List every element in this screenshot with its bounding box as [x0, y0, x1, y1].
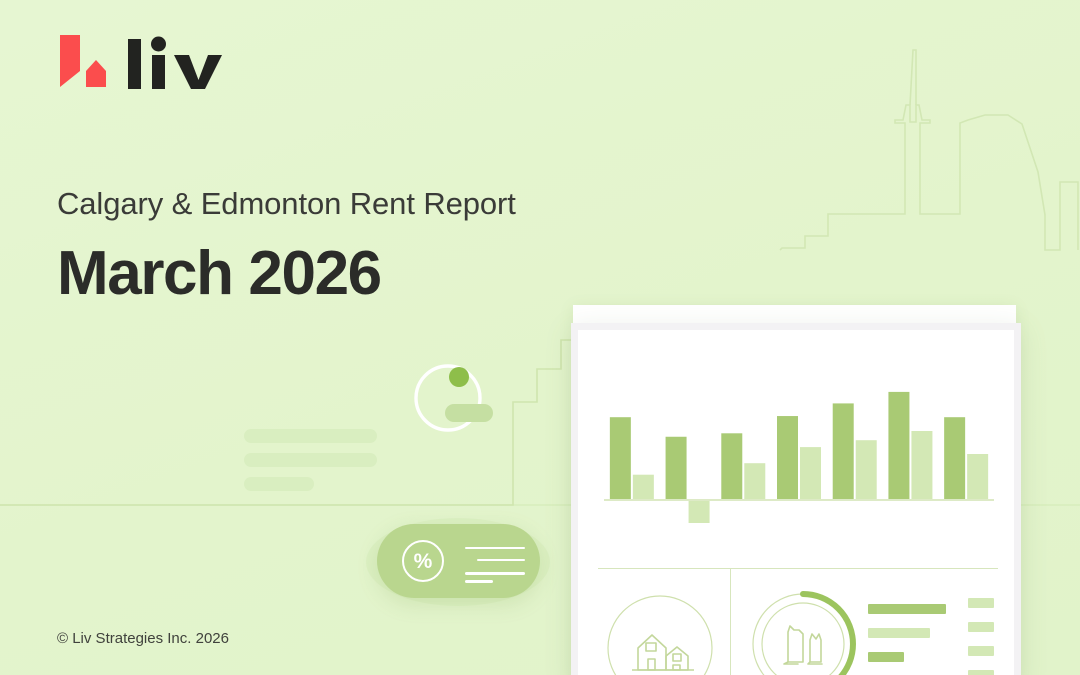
chart-bar	[777, 416, 798, 500]
percent-line-2	[477, 559, 525, 561]
skeleton-bar-3	[244, 477, 314, 491]
chart-bar	[967, 454, 989, 500]
chart-bar	[855, 440, 877, 500]
chart-bar	[944, 417, 966, 500]
chart-bar	[688, 500, 710, 523]
hbar-left	[868, 628, 930, 638]
dog-and-cat-icon	[783, 625, 823, 665]
panel-divider-horizontal	[598, 568, 998, 569]
report-subtitle: Calgary & Edmonton Rent Report	[57, 186, 516, 221]
hbar-right	[968, 670, 994, 675]
rent-report-document[interactable]	[571, 323, 1021, 675]
calgary-skyline-outline	[779, 49, 1079, 251]
percent-glyph: %	[402, 540, 444, 582]
chart-bar	[744, 463, 766, 500]
chart-bar	[911, 431, 933, 500]
chart-bar	[888, 391, 910, 500]
donut-ring-widget	[414, 364, 482, 432]
percent-line-3	[465, 572, 525, 575]
skeleton-bar-1	[244, 429, 377, 443]
horizontal-bar-list	[868, 598, 994, 675]
report-title: March 2026	[57, 239, 382, 308]
chart-bar	[832, 403, 854, 500]
chart-bar	[665, 436, 687, 500]
chart-bar	[800, 447, 821, 500]
two-houses-icon	[632, 634, 694, 671]
hbar-right	[968, 598, 994, 608]
percent-badge[interactable]: %	[377, 524, 540, 598]
indicator-dot	[449, 367, 469, 387]
liv-logo-mark-icon	[60, 35, 106, 87]
chart-bar	[632, 474, 654, 500]
report-page-front	[578, 330, 1014, 675]
panel-divider-vertical	[730, 569, 731, 675]
hbar-left	[868, 604, 946, 614]
liv-wordmark	[128, 36, 222, 89]
hbar-left	[868, 652, 904, 662]
hbar-right	[968, 646, 994, 656]
chart-bar	[721, 433, 743, 500]
skeleton-bar-2	[244, 453, 377, 467]
copyright-text: © Liv Strategies Inc. 2026	[57, 630, 229, 647]
hbar-right	[968, 622, 994, 632]
housing-icon-panel	[607, 595, 713, 675]
rent-bar-chart	[604, 391, 994, 523]
percent-line-4	[465, 580, 493, 583]
percent-line-1	[465, 547, 525, 549]
indicator-pill	[445, 404, 493, 422]
liv-logo[interactable]	[56, 33, 222, 89]
chart-bar	[609, 417, 631, 500]
pet-friendly-panel	[752, 591, 856, 675]
